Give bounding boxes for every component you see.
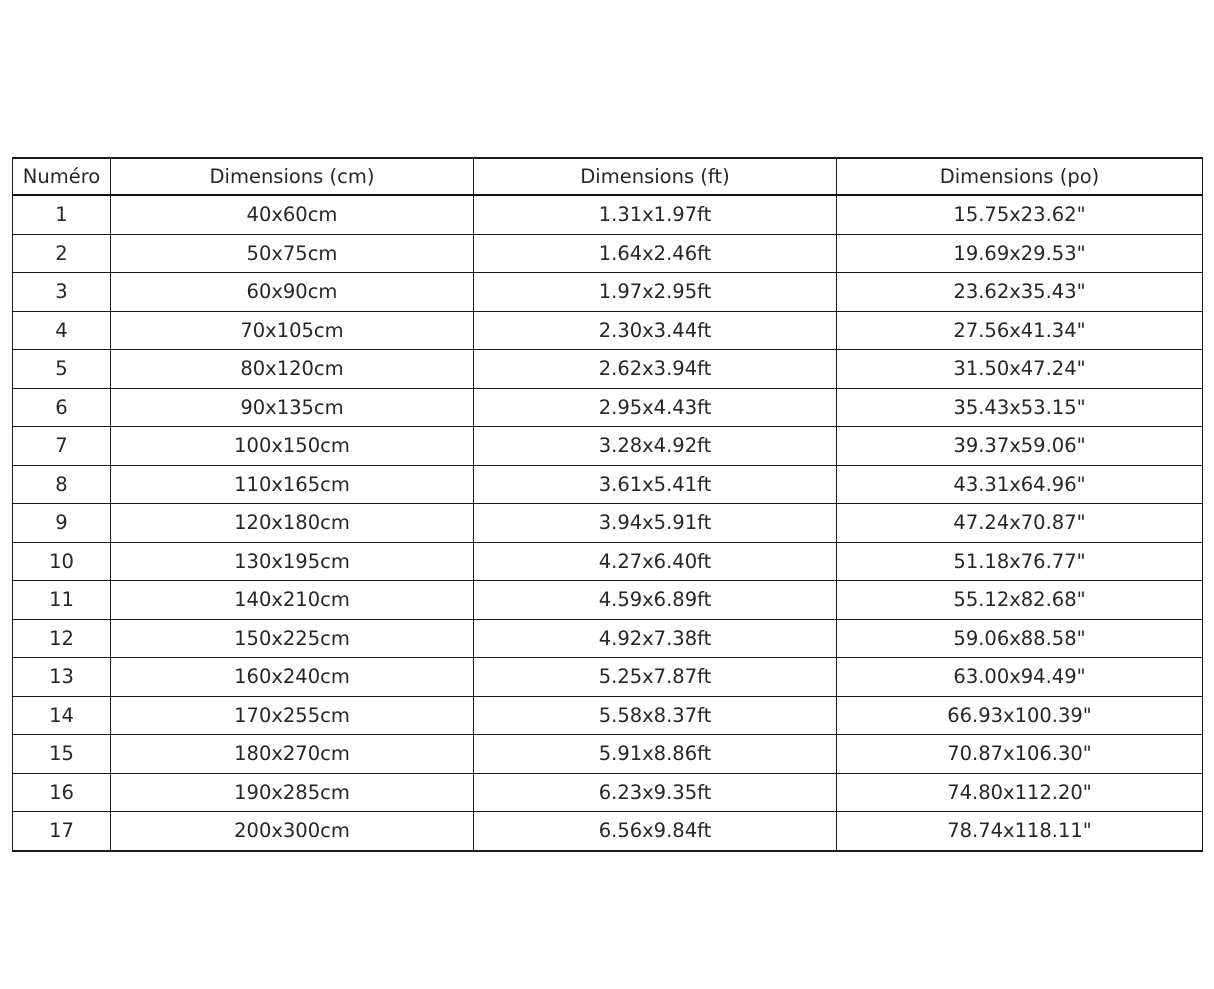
- table-cell-ft: 2.95x4.43ft: [473, 387, 837, 427]
- table-cell-ft: 1.97x2.95ft: [473, 272, 837, 312]
- table-cell-po: 59.06x88.58": [836, 618, 1203, 658]
- table-cell-po: 70.87x106.30": [836, 734, 1203, 774]
- column-header-dimensions-po: Dimensions (po): [836, 157, 1203, 196]
- table-cell-numero: 11: [12, 580, 111, 620]
- table-row: 1 40x60cm 1.31x1.97ft 15.75x23.62": [12, 194, 1203, 235]
- table-cell-cm: 200x300cm: [110, 811, 474, 852]
- table-row: 4 70x105cm 2.30x3.44ft 27.56x41.34": [12, 310, 1203, 350]
- table-row: 5 80x120cm 2.62x3.94ft 31.50x47.24": [12, 349, 1203, 389]
- table-cell-po: 43.31x64.96": [836, 464, 1203, 504]
- table-cell-ft: 4.59x6.89ft: [473, 580, 837, 620]
- table-row: 12 150x225cm 4.92x7.38ft 59.06x88.58": [12, 618, 1203, 658]
- table-row: 13 160x240cm 5.25x7.87ft 63.00x94.49": [12, 657, 1203, 697]
- table-row: 7 100x150cm 3.28x4.92ft 39.37x59.06": [12, 426, 1203, 466]
- table-cell-cm: 60x90cm: [110, 272, 474, 312]
- table-cell-numero: 9: [12, 503, 111, 543]
- table-cell-numero: 14: [12, 695, 111, 735]
- table-cell-numero: 12: [12, 618, 111, 658]
- table-cell-cm: 90x135cm: [110, 387, 474, 427]
- table-cell-po: 78.74x118.11": [836, 811, 1203, 852]
- table-cell-po: 35.43x53.15": [836, 387, 1203, 427]
- table-cell-po: 27.56x41.34": [836, 310, 1203, 350]
- table-cell-cm: 80x120cm: [110, 349, 474, 389]
- table-cell-numero: 13: [12, 657, 111, 697]
- table-cell-cm: 50x75cm: [110, 233, 474, 273]
- table-cell-cm: 160x240cm: [110, 657, 474, 697]
- table-cell-ft: 4.92x7.38ft: [473, 618, 837, 658]
- table-cell-numero: 7: [12, 426, 111, 466]
- table-cell-ft: 2.62x3.94ft: [473, 349, 837, 389]
- table-cell-numero: 10: [12, 541, 111, 581]
- table-cell-numero: 1: [12, 194, 111, 235]
- table-row: 3 60x90cm 1.97x2.95ft 23.62x35.43": [12, 272, 1203, 312]
- table-row: 8 110x165cm 3.61x5.41ft 43.31x64.96": [12, 464, 1203, 504]
- table-cell-po: 74.80x112.20": [836, 772, 1203, 812]
- table-cell-numero: 8: [12, 464, 111, 504]
- table-cell-cm: 120x180cm: [110, 503, 474, 543]
- table-cell-cm: 70x105cm: [110, 310, 474, 350]
- column-header-numero: Numéro: [12, 157, 111, 196]
- table-cell-cm: 170x255cm: [110, 695, 474, 735]
- table-cell-ft: 2.30x3.44ft: [473, 310, 837, 350]
- table-cell-ft: 1.31x1.97ft: [473, 194, 837, 235]
- table-cell-po: 63.00x94.49": [836, 657, 1203, 697]
- table-cell-po: 47.24x70.87": [836, 503, 1203, 543]
- table-cell-numero: 4: [12, 310, 111, 350]
- table-row: 17 200x300cm 6.56x9.84ft 78.74x118.11": [12, 811, 1203, 852]
- table-header: Numéro Dimensions (cm) Dimensions (ft) D…: [12, 157, 1203, 196]
- table-cell-po: 39.37x59.06": [836, 426, 1203, 466]
- table-cell-numero: 5: [12, 349, 111, 389]
- table-cell-ft: 5.25x7.87ft: [473, 657, 837, 697]
- table-cell-ft: 3.94x5.91ft: [473, 503, 837, 543]
- table-cell-numero: 3: [12, 272, 111, 312]
- table-cell-ft: 3.61x5.41ft: [473, 464, 837, 504]
- table-row: 6 90x135cm 2.95x4.43ft 35.43x53.15": [12, 387, 1203, 427]
- table-cell-cm: 140x210cm: [110, 580, 474, 620]
- table-cell-po: 66.93x100.39": [836, 695, 1203, 735]
- table-cell-numero: 15: [12, 734, 111, 774]
- table-cell-ft: 1.64x2.46ft: [473, 233, 837, 273]
- table-cell-numero: 2: [12, 233, 111, 273]
- table-cell-cm: 130x195cm: [110, 541, 474, 581]
- table-cell-po: 19.69x29.53": [836, 233, 1203, 273]
- table-cell-po: 31.50x47.24": [836, 349, 1203, 389]
- table-cell-cm: 110x165cm: [110, 464, 474, 504]
- table-cell-ft: 3.28x4.92ft: [473, 426, 837, 466]
- table-cell-po: 15.75x23.62": [836, 194, 1203, 235]
- table-row: 9 120x180cm 3.94x5.91ft 47.24x70.87": [12, 503, 1203, 543]
- table-cell-ft: 5.58x8.37ft: [473, 695, 837, 735]
- column-header-dimensions-cm: Dimensions (cm): [110, 157, 474, 196]
- dimensions-table: Numéro Dimensions (cm) Dimensions (ft) D…: [12, 157, 1203, 852]
- table-cell-ft: 5.91x8.86ft: [473, 734, 837, 774]
- table-cell-cm: 150x225cm: [110, 618, 474, 658]
- table-row: 16 190x285cm 6.23x9.35ft 74.80x112.20": [12, 772, 1203, 812]
- table-cell-cm: 100x150cm: [110, 426, 474, 466]
- table-cell-ft: 6.23x9.35ft: [473, 772, 837, 812]
- table-cell-po: 55.12x82.68": [836, 580, 1203, 620]
- table-cell-ft: 6.56x9.84ft: [473, 811, 837, 852]
- table-row: 11 140x210cm 4.59x6.89ft 55.12x82.68": [12, 580, 1203, 620]
- table-row: 14 170x255cm 5.58x8.37ft 66.93x100.39": [12, 695, 1203, 735]
- table-cell-numero: 17: [12, 811, 111, 852]
- table-cell-cm: 40x60cm: [110, 194, 474, 235]
- table-cell-cm: 190x285cm: [110, 772, 474, 812]
- table-cell-numero: 6: [12, 387, 111, 427]
- size-table-container: Numéro Dimensions (cm) Dimensions (ft) D…: [12, 157, 1203, 852]
- table-cell-ft: 4.27x6.40ft: [473, 541, 837, 581]
- table-body: 1 40x60cm 1.31x1.97ft 15.75x23.62" 2 50x75cm 1…: [12, 194, 1203, 852]
- table-cell-po: 23.62x35.43": [836, 272, 1203, 312]
- table-row: 2 50x75cm 1.64x2.46ft 19.69x29.53": [12, 233, 1203, 273]
- table-cell-po: 51.18x76.77": [836, 541, 1203, 581]
- table-cell-cm: 180x270cm: [110, 734, 474, 774]
- table-row: 10 130x195cm 4.27x6.40ft 51.18x76.77": [12, 541, 1203, 581]
- table-header-row: Numéro Dimensions (cm) Dimensions (ft) D…: [12, 157, 1203, 196]
- table-cell-numero: 16: [12, 772, 111, 812]
- column-header-dimensions-ft: Dimensions (ft): [473, 157, 837, 196]
- table-row: 15 180x270cm 5.91x8.86ft 70.87x106.30": [12, 734, 1203, 774]
